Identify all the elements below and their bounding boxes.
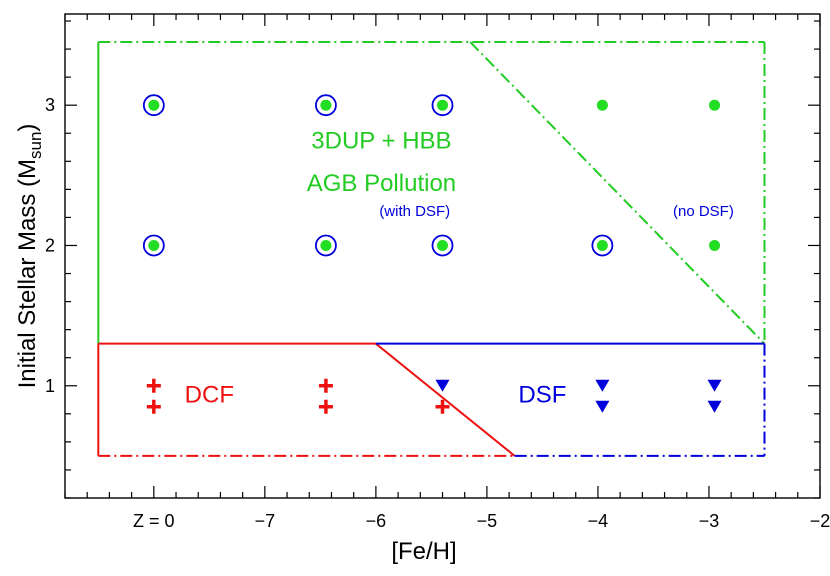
down-triangle-marker xyxy=(707,379,722,392)
down-triangle-marker xyxy=(595,400,610,413)
regions xyxy=(97,41,766,457)
y-axis-label-end: ) xyxy=(14,124,41,132)
annotation-text: DCF xyxy=(185,382,234,409)
down-triangle-marker xyxy=(707,400,722,413)
dcf-region-line xyxy=(375,342,516,457)
filled-circle-marker xyxy=(596,239,608,251)
down-triangle-marker xyxy=(435,379,450,392)
x-axis-label: [Fe/H] xyxy=(391,538,456,565)
open-circle-marker xyxy=(431,94,454,117)
plus-marker xyxy=(318,399,333,414)
plus-marker xyxy=(435,399,450,414)
filled-circle-marker xyxy=(148,99,160,111)
filled-circle-marker xyxy=(437,99,448,111)
x-tick-label: Z = 0 xyxy=(133,511,175,531)
y-axis-label-main: Initial Stellar Mass (M xyxy=(14,159,41,388)
markers xyxy=(142,94,722,414)
x-tick-label: −7 xyxy=(255,511,276,531)
open-circle-marker xyxy=(591,234,614,257)
filled-circle-marker xyxy=(437,239,448,251)
filled-circle-marker xyxy=(709,239,721,251)
annotation-text: 3DUP + HBB xyxy=(311,128,451,155)
y-tick-label: 2 xyxy=(45,235,55,255)
x-tick-label: −4 xyxy=(588,511,609,531)
open-circle-marker xyxy=(431,234,454,257)
y-ticks: 1 2 3 xyxy=(45,20,820,499)
annotation-text: AGB Pollution xyxy=(307,170,456,197)
filled-circle-marker xyxy=(148,239,160,251)
agb-region-line xyxy=(469,41,766,345)
open-circle-marker xyxy=(142,94,165,117)
filled-circle-marker xyxy=(320,99,332,111)
y-axis-label: Initial Stellar Mass (Msun) xyxy=(14,124,45,389)
y-tick-label: 1 xyxy=(45,376,55,396)
plus-marker xyxy=(146,378,161,393)
plus-marker xyxy=(318,378,333,393)
down-triangle-marker xyxy=(595,379,610,392)
plus-marker xyxy=(146,399,161,414)
annotation-text: (with DSF) xyxy=(379,203,450,220)
x-tick-label: −6 xyxy=(366,511,387,531)
y-tick-label: 3 xyxy=(45,95,55,115)
filled-circle-marker xyxy=(596,99,608,111)
x-tick-label: −3 xyxy=(699,511,720,531)
annotations: 3DUP + HBB AGB Pollution (with DSF) (no DSF… xyxy=(185,128,734,409)
annotation-text: DSF xyxy=(518,382,566,409)
x-ticks: Z = 0 −7 −6 −5 −4 −3 −2 xyxy=(64,14,830,531)
open-circle-marker xyxy=(142,234,165,257)
open-circle-marker xyxy=(315,94,337,117)
open-circle-marker xyxy=(315,234,337,257)
filled-circle-marker xyxy=(320,239,332,251)
x-tick-label: −2 xyxy=(810,511,830,531)
annotation-text: (no DSF) xyxy=(673,203,734,220)
x-tick-label: −5 xyxy=(477,511,498,531)
y-axis-label-sub: sun xyxy=(26,132,45,159)
filled-circle-marker xyxy=(709,99,721,111)
